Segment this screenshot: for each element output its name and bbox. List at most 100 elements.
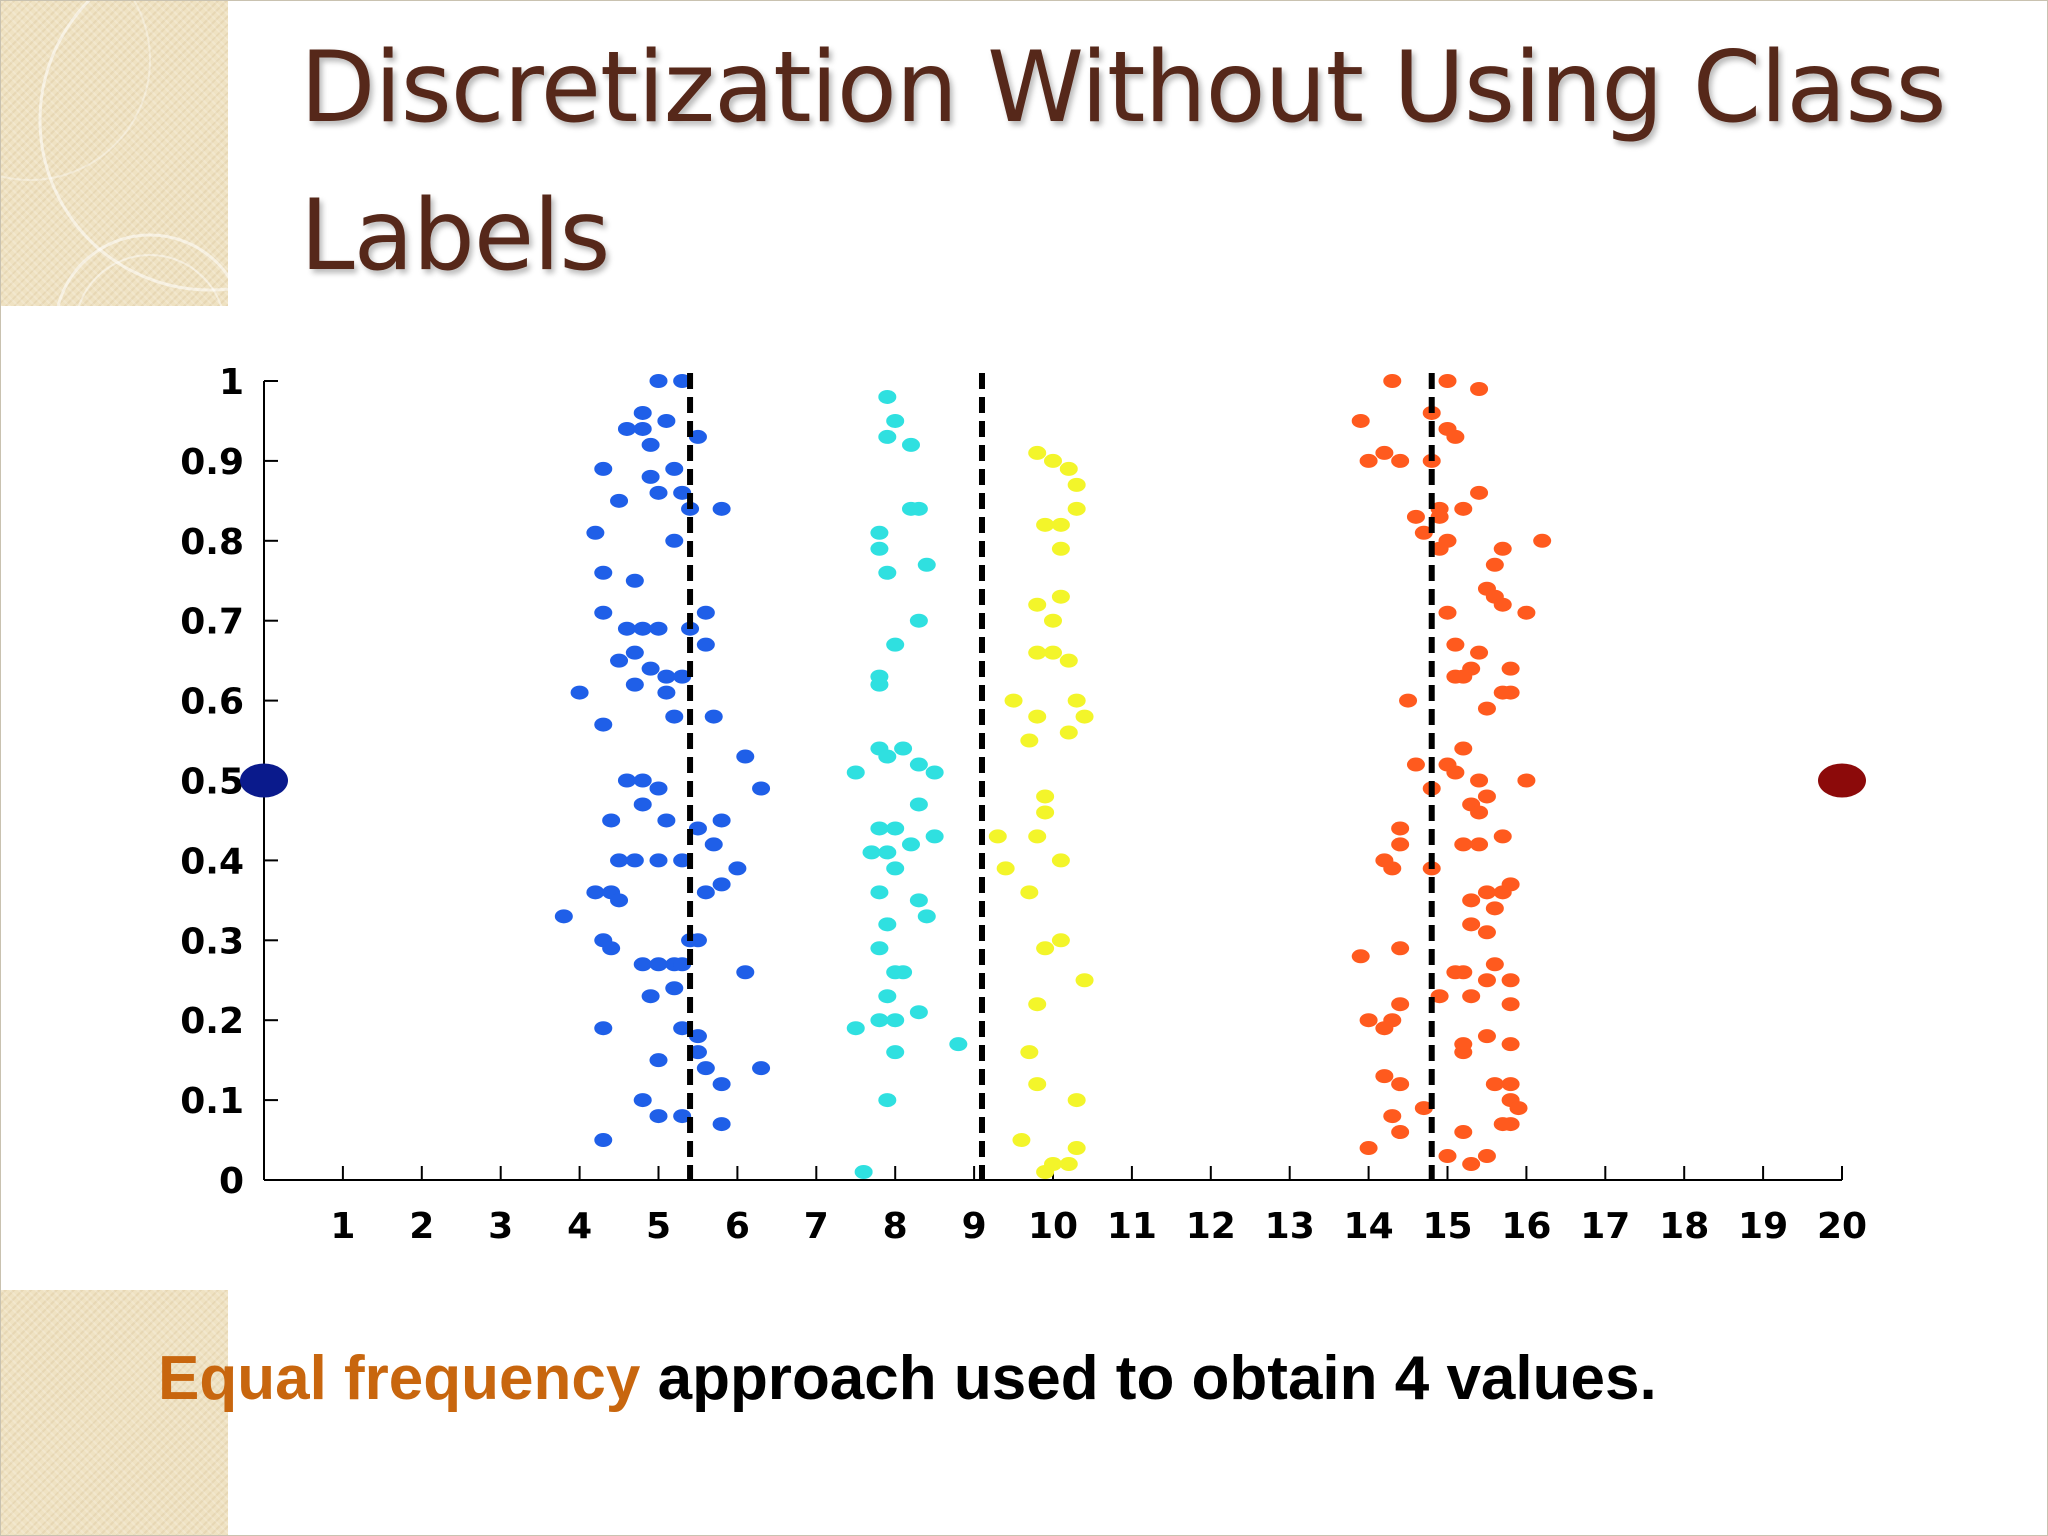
data-point	[641, 661, 660, 676]
data-point	[1485, 557, 1504, 572]
data-point	[633, 957, 652, 972]
data-point	[594, 461, 613, 476]
data-point	[610, 893, 629, 908]
data-point	[657, 685, 676, 700]
data-point	[909, 757, 928, 772]
data-point	[878, 565, 897, 580]
x-tick-label: 3	[488, 1206, 513, 1247]
data-point	[586, 885, 605, 900]
data-point	[1470, 485, 1489, 500]
x-tick-label: 4	[567, 1206, 592, 1247]
y-tick-label: 1	[219, 362, 244, 403]
data-point	[1391, 1077, 1410, 1092]
data-point	[610, 653, 629, 668]
x-tick-label: 18	[1659, 1206, 1709, 1247]
x-tick-label: 11	[1107, 1206, 1157, 1247]
data-point	[1051, 589, 1070, 604]
data-point	[633, 405, 652, 420]
data-point	[886, 413, 905, 428]
y-tick-label: 0.1	[180, 1081, 244, 1122]
data-point	[1493, 541, 1512, 556]
data-point	[1028, 709, 1047, 724]
data-point	[712, 1077, 731, 1092]
data-point	[594, 1021, 613, 1036]
data-point	[870, 885, 889, 900]
data-point	[1446, 429, 1465, 444]
data-point	[625, 853, 644, 868]
data-point	[1028, 645, 1047, 660]
data-point	[673, 1109, 692, 1124]
data-point	[617, 773, 636, 788]
scatter-chart: 00.10.20.30.40.50.60.70.80.911 2 3 4 5 6 7 8 9 10…	[180, 362, 1867, 1247]
data-point	[1509, 1101, 1528, 1116]
data-point	[1059, 1157, 1078, 1172]
data-point	[870, 1013, 889, 1028]
data-point	[854, 1165, 873, 1180]
data-point	[594, 717, 613, 732]
data-point	[862, 845, 881, 860]
data-point	[886, 861, 905, 876]
data-point	[878, 1093, 897, 1108]
data-point	[988, 829, 1007, 844]
data-point	[712, 813, 731, 828]
data-point	[1391, 1125, 1410, 1140]
data-point	[649, 853, 668, 868]
data-point	[878, 429, 897, 444]
data-point	[1067, 501, 1086, 516]
data-point	[901, 437, 920, 452]
data-point	[649, 1053, 668, 1068]
data-point	[870, 669, 889, 684]
data-point	[1036, 805, 1055, 820]
data-point	[665, 533, 684, 548]
y-tick-label: 0.3	[180, 921, 244, 962]
slide-caption: Equal frequency approach used to obtain …	[158, 1343, 1657, 1414]
data-point	[1391, 837, 1410, 852]
data-point	[870, 821, 889, 836]
data-point	[633, 797, 652, 812]
data-point	[1485, 1077, 1504, 1092]
x-tick-label: 5	[646, 1206, 671, 1247]
data-point	[649, 485, 668, 500]
data-point	[586, 525, 605, 540]
data-point	[633, 773, 652, 788]
data-point	[878, 845, 897, 860]
data-point	[610, 853, 629, 868]
data-point	[594, 605, 613, 620]
data-point	[1351, 949, 1370, 964]
data-point	[752, 781, 771, 796]
data-point	[1067, 477, 1086, 492]
data-point	[673, 374, 692, 388]
data-point	[1375, 1021, 1394, 1036]
data-point	[1059, 653, 1078, 668]
data-point	[870, 525, 889, 540]
y-tick-label: 0	[219, 1161, 244, 1202]
data-point	[1383, 1109, 1402, 1124]
data-point	[1406, 509, 1425, 524]
data-point	[625, 645, 644, 660]
data-point	[1075, 973, 1094, 988]
data-point	[712, 501, 731, 516]
data-point	[696, 605, 715, 620]
data-point	[901, 837, 920, 852]
data-point	[673, 485, 692, 500]
corner-decoration-bottom	[0, 1290, 228, 1536]
x-tick-label: 1	[330, 1206, 355, 1247]
data-point	[1438, 605, 1457, 620]
data-point	[1020, 733, 1039, 748]
data-point	[665, 461, 684, 476]
data-point	[925, 829, 944, 844]
data-point	[704, 837, 723, 852]
data-point	[1383, 861, 1402, 876]
data-point	[1044, 613, 1062, 628]
data-point	[1485, 901, 1504, 916]
data-point	[1438, 374, 1457, 388]
data-point	[1391, 453, 1410, 468]
data-point	[641, 989, 660, 1004]
data-point	[917, 557, 936, 572]
data-point	[641, 437, 660, 452]
x-tick-label: 8	[883, 1206, 908, 1247]
x-tick-label: 2	[409, 1206, 434, 1247]
data-point	[673, 957, 692, 972]
data-point	[1036, 1165, 1055, 1180]
data-point	[1051, 517, 1070, 532]
